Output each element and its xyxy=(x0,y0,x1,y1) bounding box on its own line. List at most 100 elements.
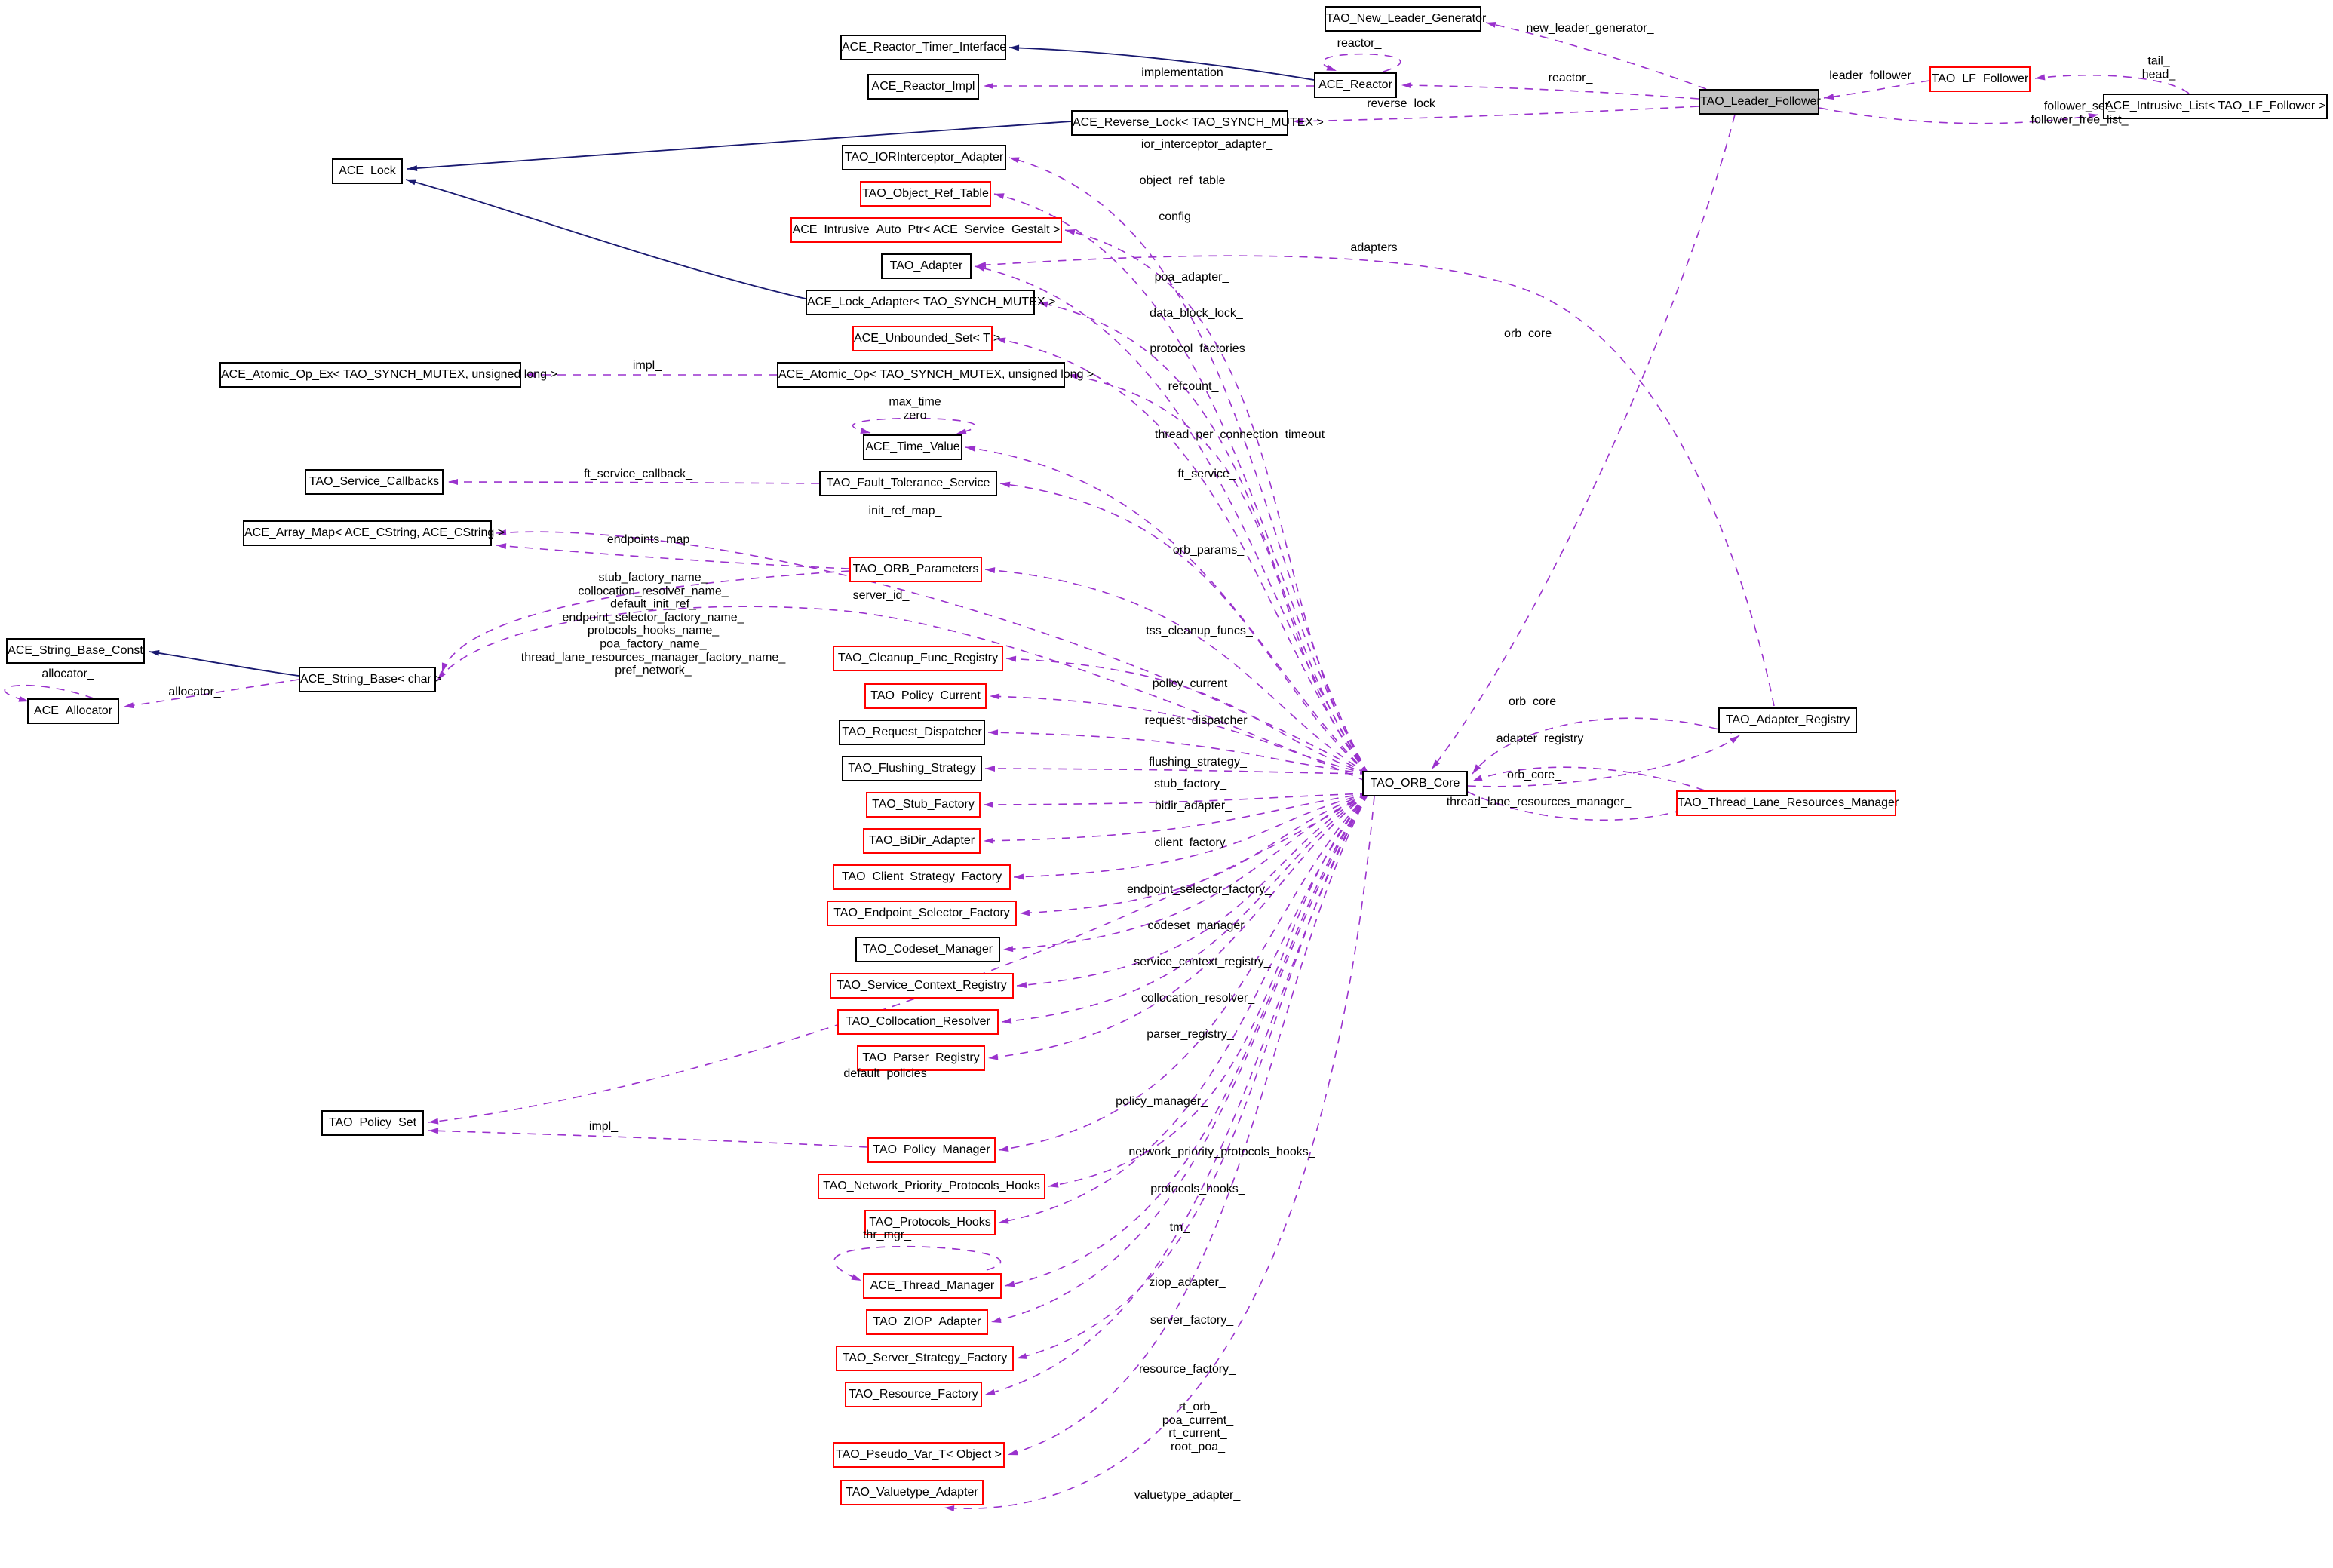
node-tao-service-context-registry[interactable]: TAO_Service_Context_Registry xyxy=(830,973,1014,999)
edge-label-reactor-self: reactor_ xyxy=(1337,37,1382,51)
edge-impl_policy xyxy=(428,1128,868,1148)
node-ace-lock-adapter[interactable]: ACE_Lock_Adapter< TAO_SYNCH_MUTEX > xyxy=(806,290,1055,315)
node-tao-adapter-registry[interactable]: TAO_Adapter_Registry xyxy=(1718,707,1857,733)
node-ace-intrusive-list[interactable]: ACE_Intrusive_List< TAO_LF_Follower > xyxy=(2103,94,2328,119)
node-tao-thread-lane-resources-manager[interactable]: TAO_Thread_Lane_Resources_Manager xyxy=(1676,790,1899,816)
node-tao-bidir-adapter[interactable]: TAO_BiDir_Adapter xyxy=(863,828,981,854)
edge-label-server-factory: server_factory_ xyxy=(1150,1314,1234,1327)
node-tao-new-leader-generator[interactable]: TAO_New_Leader_Generator xyxy=(1325,6,1486,32)
edge-ziop_adapter xyxy=(990,793,1369,1324)
node-ace-intrusive-auto-ptr[interactable]: ACE_Intrusive_Auto_Ptr< ACE_Service_Gest… xyxy=(790,217,1062,243)
node-tao-server-strategy-factory[interactable]: TAO_Server_Strategy_Factory xyxy=(836,1346,1014,1371)
edge-label-leader-follower: leader_follower_ xyxy=(1829,69,1918,83)
edge-label-client-factory: client_factory_ xyxy=(1154,836,1232,850)
edge-label-stub-factory: stub_factory_ xyxy=(1153,778,1227,791)
node-tao-object-ref-table[interactable]: TAO_Object_Ref_Table xyxy=(860,181,991,207)
node-tao-parser-registry[interactable]: TAO_Parser_Registry xyxy=(857,1045,985,1071)
node-ace-atomic-op[interactable]: ACE_Atomic_Op< TAO_SYNCH_MUTEX, unsigned… xyxy=(777,362,1094,388)
edge-leader_follower xyxy=(1823,80,1930,100)
edge-inherit-string-base xyxy=(149,649,299,677)
edge-ft_service_callback xyxy=(447,479,820,486)
node-tao-stub-factory[interactable]: TAO_Stub_Factory xyxy=(866,792,981,818)
edge-protocol_factories xyxy=(995,337,1369,775)
edge-server_id xyxy=(437,606,1368,782)
edge-label-tm: tm_ xyxy=(1169,1221,1190,1235)
node-ace-reactor-impl[interactable]: ACE_Reactor_Impl xyxy=(867,74,979,100)
edge-tss_cleanup_funcs xyxy=(1005,655,1369,775)
node-tao-fault-tolerance-service[interactable]: TAO_Fault_Tolerance_Service xyxy=(819,471,997,496)
edge-label-endpoints-map: endpoints_map_ xyxy=(606,533,697,547)
node-ace-thread-manager[interactable]: ACE_Thread_Manager xyxy=(863,1273,1002,1299)
edge-label-config: config_ xyxy=(1159,210,1198,224)
edge-label-adapter-registry: adapter_registry_ xyxy=(1496,732,1591,746)
edge-object_ref_table xyxy=(993,193,1369,775)
node-ace-string-base[interactable]: ACE_String_Base< char > xyxy=(299,667,442,692)
node-ace-lock[interactable]: ACE_Lock xyxy=(332,158,403,184)
node-tao-leader-follower: TAO_Leader_Follower xyxy=(1699,89,1821,115)
edge-server_factory xyxy=(1016,793,1369,1359)
edge-label-allocator: allocator_ xyxy=(168,686,221,699)
node-ace-allocator[interactable]: ACE_Allocator xyxy=(27,698,119,724)
node-ace-reactor-timer-interface[interactable]: ACE_Reactor_Timer_Interface xyxy=(840,35,1006,60)
node-tao-resource-factory[interactable]: TAO_Resource_Factory xyxy=(845,1382,982,1407)
node-ace-array-map[interactable]: ACE_Array_Map< ACE_CString, ACE_CString … xyxy=(243,520,505,546)
edge-config xyxy=(1064,229,1369,775)
node-tao-flushing-strategy[interactable]: TAO_Flushing_Strategy xyxy=(842,756,982,781)
edge-reverse_lock xyxy=(1292,106,1699,124)
node-tao-client-strategy-factory[interactable]: TAO_Client_Strategy_Factory xyxy=(833,864,1011,890)
edge-label-service-context-registry: service_context_registry_ xyxy=(1134,956,1271,969)
node-tao-service-callbacks[interactable]: TAO_Service_Callbacks xyxy=(305,469,444,495)
edge-parser_registry xyxy=(987,793,1369,1060)
edge-resource_factory xyxy=(984,793,1369,1395)
node-tao-ior-interceptor-adapter[interactable]: TAO_IORInterceptor_Adapter xyxy=(842,145,1006,170)
node-ace-time-value[interactable]: ACE_Time_Value xyxy=(863,434,962,460)
edge-orb_parameters_names xyxy=(441,570,850,674)
node-tao-orb-parameters[interactable]: TAO_ORB_Parameters xyxy=(849,557,982,582)
edge-orb_core_lf xyxy=(1431,114,1736,770)
node-ace-unbounded-set[interactable]: ACE_Unbounded_Set< T > xyxy=(852,326,1000,351)
node-tao-cleanup-func-registry[interactable]: TAO_Cleanup_Func_Registry xyxy=(833,646,1003,671)
node-tao-pseudo-var-t[interactable]: TAO_Pseudo_Var_T< Object > xyxy=(833,1442,1005,1468)
node-tao-network-priority-protocols-hooks[interactable]: TAO_Network_Priority_Protocols_Hooks xyxy=(818,1174,1045,1199)
edge-allocator_loop xyxy=(4,684,94,702)
edge-allocator xyxy=(123,679,299,709)
node-tao-collocation-resolver[interactable]: TAO_Collocation_Resolver xyxy=(837,1009,999,1035)
edge-network_priority_protocols_hooks xyxy=(1048,793,1369,1188)
node-tao-ziop-adapter[interactable]: TAO_ZIOP_Adapter xyxy=(866,1309,988,1335)
edge-label-reverse-lock: reverse_lock_ xyxy=(1367,97,1442,111)
edge-label-rt-orb-group: rt_orb_ poa_current_ rt_current_ root_po… xyxy=(1162,1400,1234,1453)
node-ace-atomic-op-ex[interactable]: ACE_Atomic_Op_Ex< TAO_SYNCH_MUTEX, unsig… xyxy=(219,362,557,388)
node-tao-policy-manager[interactable]: TAO_Policy_Manager xyxy=(867,1137,996,1163)
node-tao-adapter[interactable]: TAO_Adapter xyxy=(881,253,972,279)
node-ace-reverse-lock[interactable]: ACE_Reverse_Lock< TAO_SYNCH_MUTEX > xyxy=(1071,110,1324,136)
edge-label-protocol-factories: protocol_factories_ xyxy=(1150,342,1252,356)
edge-tail_head xyxy=(2034,74,2190,94)
edge-label-thr-mgr: thr_mgr_ xyxy=(862,1229,912,1242)
edge-label-orb-core-ar: orb_core_ xyxy=(1508,695,1564,709)
edge-reactor xyxy=(1401,82,1699,100)
edge-refcount xyxy=(1067,373,1369,775)
node-ace-reactor[interactable]: ACE_Reactor xyxy=(1314,72,1397,98)
edge-label-policy-manager: policy_manager_ xyxy=(1116,1095,1208,1109)
node-tao-endpoint-selector-factory[interactable]: TAO_Endpoint_Selector_Factory xyxy=(827,901,1017,926)
node-tao-lf-follower[interactable]: TAO_LF_Follower xyxy=(1929,66,2031,92)
node-tao-policy-set[interactable]: TAO_Policy_Set xyxy=(321,1110,424,1136)
node-ace-string-base-const[interactable]: ACE_String_Base_Const xyxy=(6,638,145,664)
edge-label-impl-policy: impl_ xyxy=(588,1120,619,1134)
node-tao-codeset-manager[interactable]: TAO_Codeset_Manager xyxy=(855,937,1000,962)
node-tao-valuetype-adapter[interactable]: TAO_Valuetype_Adapter xyxy=(840,1480,984,1505)
edge-label-ziop-adapter: ziop_adapter_ xyxy=(1149,1276,1226,1290)
edge-ior_interceptor_adapter xyxy=(1008,157,1369,775)
edge-rt_orb_group xyxy=(1007,793,1369,1456)
edge-label-reactor: reactor_ xyxy=(1548,72,1593,85)
edge-thread_per_connection_timeout xyxy=(965,445,1369,775)
node-tao-policy-current[interactable]: TAO_Policy_Current xyxy=(864,683,987,709)
edge-follower_set xyxy=(1819,107,2099,124)
node-tao-request-dispatcher[interactable]: TAO_Request_Dispatcher xyxy=(839,720,985,745)
edge-inherit-reactor-timer xyxy=(1008,44,1315,81)
edge-label-allocator-self: allocator_ xyxy=(41,667,94,681)
node-tao-protocols-hooks[interactable]: TAO_Protocols_Hooks xyxy=(864,1210,996,1235)
edge-label-poa-adapter: poa_adapter_ xyxy=(1154,271,1229,284)
edge-label-resource-factory: resource_factory_ xyxy=(1138,1363,1236,1376)
node-tao-orb-core[interactable]: TAO_ORB_Core xyxy=(1362,771,1468,796)
